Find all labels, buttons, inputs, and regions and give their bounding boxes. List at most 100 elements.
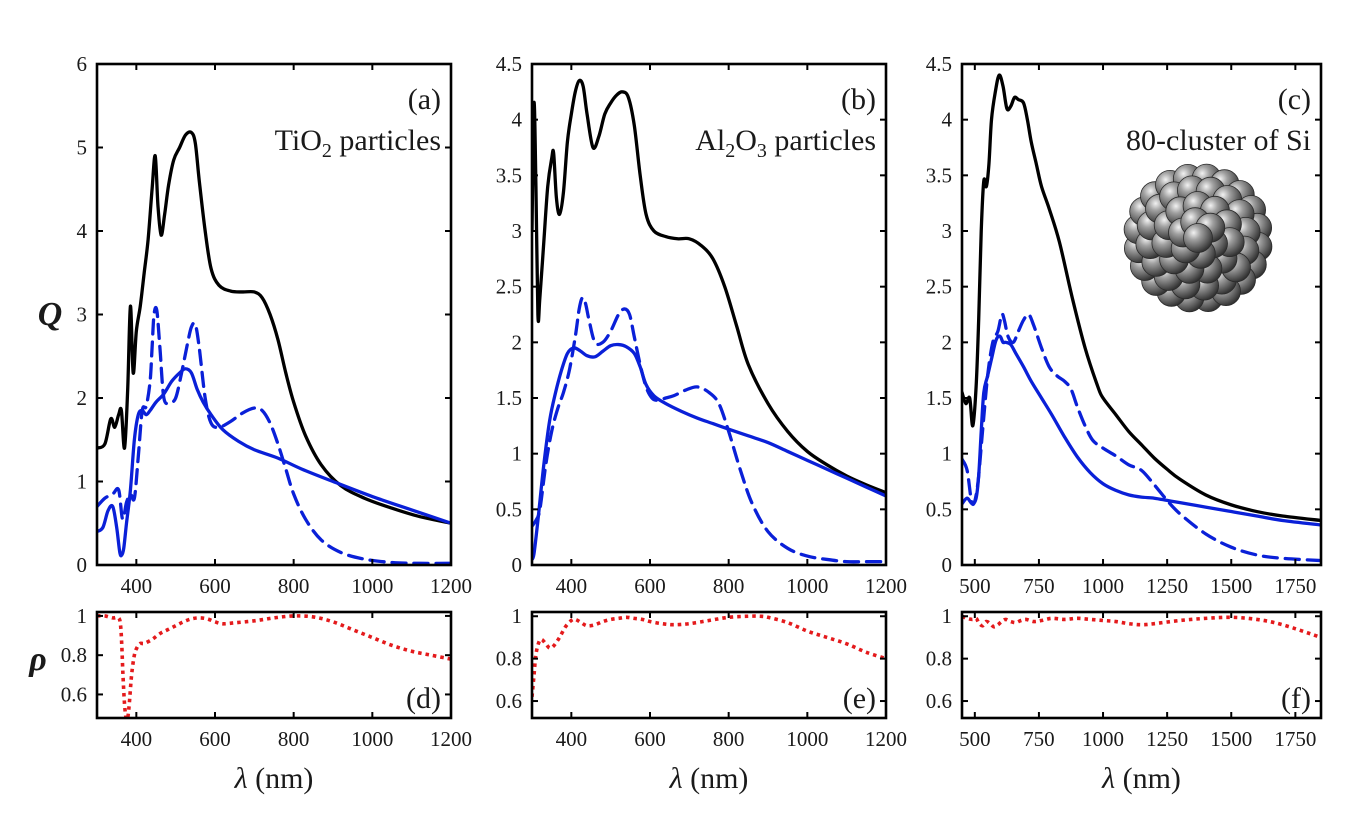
y-tick-label: 1 — [77, 470, 88, 494]
panel-e: 400 600 800 1000 1200 0.6 0.8 1 (e) λ (nm) — [496, 604, 907, 795]
x-tick-label: 1000 — [351, 727, 393, 751]
axes-frame — [95, 610, 453, 720]
x-tick-label: 600 — [634, 727, 666, 751]
x-tick-label: 400 — [556, 574, 588, 598]
y-tick-label: 3.5 — [496, 163, 522, 187]
y-tick-label: 2 — [77, 386, 88, 410]
y-tick-label: 5 — [77, 136, 88, 160]
y-tick-label: 1 — [512, 442, 523, 466]
y-tick-label: 0.6 — [496, 689, 522, 713]
silicon-cluster-illustration — [1123, 163, 1273, 313]
y-axis-label-main: Q — [38, 296, 63, 333]
x-axis-label: λ (nm) — [1101, 762, 1181, 795]
y-tick-label: 0.8 — [496, 647, 522, 671]
x-tick-label: 1250 — [1146, 727, 1188, 751]
series-line-magnetic-dipole — [532, 295, 886, 564]
series-line-total — [532, 78, 886, 495]
panel-f: 500 750 1000 1250 1500 1750 0.6 0.8 1 (f) λ (nm) — [926, 604, 1323, 795]
axes-frame — [960, 610, 1323, 720]
panel-label: (e) — [843, 682, 876, 715]
series-line-electric-dipole — [97, 367, 451, 558]
series-line-ratio — [97, 613, 451, 718]
panel-label: (c) — [1278, 83, 1311, 116]
y-tick-label: 4.5 — [496, 52, 522, 76]
x-tick-label: 800 — [278, 574, 310, 598]
x-tick-label: 1750 — [1274, 574, 1316, 598]
x-tick-label: 800 — [713, 727, 745, 751]
x-tick-label: 800 — [713, 574, 745, 598]
y-axis-label-ratio: ρ — [28, 641, 47, 678]
series-line-magnetic-dipole — [962, 312, 1321, 563]
panel-annotation: Al2O3 particles — [695, 124, 876, 162]
y-tick-label: 1 — [942, 442, 953, 466]
y-tick-label: 4 — [942, 108, 953, 132]
series-line-electric-dipole — [962, 334, 1321, 527]
y-tick-label: 0 — [942, 553, 953, 577]
x-tick-label: 750 — [1023, 574, 1055, 598]
x-tick-label: 1200 — [430, 727, 472, 751]
x-tick-label: 1000 — [351, 574, 393, 598]
x-tick-label: 1500 — [1210, 727, 1252, 751]
x-tick-label: 600 — [634, 574, 666, 598]
x-tick-label: 400 — [121, 727, 153, 751]
cluster-atom — [1183, 223, 1213, 253]
x-tick-label: 1000 — [1082, 574, 1124, 598]
panel-label: (f) — [1281, 682, 1311, 715]
y-tick-label: 2 — [942, 330, 953, 354]
panel-b: 400 600 800 1000 1200 0 0.5 1 1.5 2 2.5 3 3.5 4 4.5 (b)… — [496, 52, 907, 598]
y-tick-label: 3 — [942, 219, 953, 243]
y-tick-label: 2.5 — [926, 275, 952, 299]
panel-label: (d) — [406, 682, 441, 715]
y-tick-label: 1 — [77, 604, 88, 628]
panel-label: (a) — [408, 83, 441, 116]
x-tick-label: 1000 — [786, 574, 828, 598]
x-tick-label: 1000 — [1082, 727, 1124, 751]
x-tick-label: 600 — [199, 574, 231, 598]
y-tick-label: 1.5 — [496, 386, 522, 410]
series-line-total — [962, 73, 1321, 523]
y-tick-label: 0.5 — [496, 497, 522, 521]
x-tick-label: 1500 — [1210, 574, 1252, 598]
y-tick-label: 2 — [512, 330, 523, 354]
y-tick-label: 0 — [512, 553, 523, 577]
x-axis-label: λ (nm) — [669, 762, 749, 795]
axes-frame — [960, 62, 1323, 567]
panel-a: 400 600 800 1000 1200 0 1 2 3 4 5 6 (a) TiO2 particle… — [77, 52, 473, 598]
x-tick-label: 400 — [556, 727, 588, 751]
y-tick-label: 3.5 — [926, 163, 952, 187]
x-tick-label: 800 — [278, 727, 310, 751]
panel-annotation: 80-cluster of Si — [1126, 124, 1311, 157]
panel-label: (b) — [841, 83, 876, 116]
series-line-ratio — [532, 614, 886, 697]
x-tick-label: 1200 — [430, 574, 472, 598]
x-tick-label: 400 — [121, 574, 153, 598]
y-tick-label: 4.5 — [926, 52, 952, 76]
series-line-ratio — [962, 614, 1321, 640]
y-tick-label: 0.5 — [926, 497, 952, 521]
x-tick-label: 1750 — [1274, 727, 1316, 751]
y-tick-label: 0.6 — [61, 682, 87, 706]
series-line-magnetic-dipole — [97, 305, 451, 565]
y-tick-label: 2.5 — [496, 275, 522, 299]
y-tick-label: 4 — [77, 219, 88, 243]
x-tick-label: 1200 — [865, 727, 907, 751]
y-tick-label: 3 — [512, 219, 523, 243]
x-tick-label: 1200 — [865, 574, 907, 598]
x-axis-label: λ (nm) — [234, 762, 314, 795]
y-tick-label: 1.5 — [926, 386, 952, 410]
axes-frame — [530, 610, 888, 720]
y-tick-label: 4 — [512, 108, 523, 132]
axes-frame — [530, 62, 888, 567]
y-tick-label: 0 — [77, 553, 88, 577]
x-tick-label: 1000 — [786, 727, 828, 751]
y-tick-label: 1 — [512, 604, 523, 628]
x-tick-label: 500 — [959, 727, 991, 751]
panel-d: 400 600 800 1000 1200 0.6 0.8 1 (d) λ (nm) — [61, 604, 472, 795]
x-tick-label: 1250 — [1146, 574, 1188, 598]
panel-annotation: TiO2 particles — [275, 124, 441, 162]
panel-c: 500 750 1000 1250 1500 1750 0 0.5 1 1.5 2 2.5 3 3.5 4 4… — [926, 52, 1323, 598]
series-line-electric-dipole — [532, 342, 886, 562]
y-tick-label: 0.6 — [926, 689, 952, 713]
y-tick-label: 3 — [77, 303, 88, 327]
x-tick-label: 750 — [1023, 727, 1055, 751]
